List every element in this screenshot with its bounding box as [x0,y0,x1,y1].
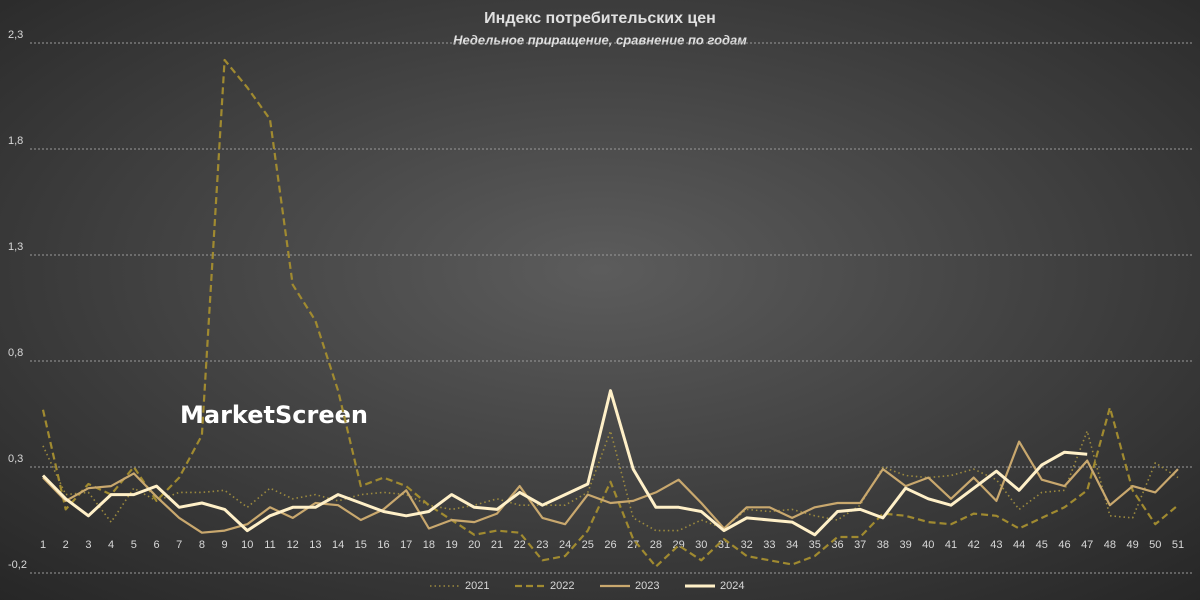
x-tick-label: 18 [423,539,435,551]
x-tick-label: 8 [199,539,205,551]
x-tick-label: 39 [899,539,911,551]
y-tick-label: -0,2 [8,559,27,571]
legend-label: 2022 [550,580,574,592]
x-tick-label: 34 [786,539,798,551]
x-tick-label: 38 [877,539,889,551]
x-tick-label: 19 [445,539,457,551]
series-line [41,58,1179,568]
chart-title: Индекс потребительских цен [484,10,716,27]
x-tick-label: 50 [1149,539,1161,551]
x-tick-label: 12 [287,539,299,551]
x-tick-label: 48 [1104,539,1116,551]
x-tick-label: 30 [695,539,707,551]
x-tick-label: 42 [968,539,980,551]
x-tick-label: 32 [741,539,753,551]
legend-label: 2024 [720,580,744,592]
x-tick-label: 40 [922,539,934,551]
x-tick-label: 25 [582,539,594,551]
y-tick-label: 0,3 [8,453,23,465]
x-tick-label: 24 [559,539,571,551]
x-tick-label: 9 [222,539,228,551]
y-tick-label: 2,3 [8,29,23,41]
x-tick-label: 11 [264,539,275,551]
y-tick-label: 1,3 [8,241,23,253]
x-tick-label: 41 [945,539,957,551]
series-line [41,389,1088,537]
watermark: MarketScreen [180,401,368,429]
x-tick-label: 13 [309,539,321,551]
x-tick-label: 21 [491,539,503,551]
chart-subtitle: Недельное приращение, сравнение по годам [453,32,747,47]
x-tick-label: 5 [131,539,137,551]
x-tick-label: 7 [176,539,182,551]
series-line [42,440,1179,534]
x-tick-label: 49 [1126,539,1138,551]
x-tick-label: 45 [1036,539,1048,551]
x-tick-label: 20 [468,539,480,551]
x-tick-label: 33 [763,539,775,551]
x-tick-label: 2 [63,539,69,551]
x-tick-label: 31 [718,539,730,551]
y-tick-label: 0,8 [8,347,23,359]
x-tick-label: 28 [650,539,662,551]
x-tick-label: 44 [1013,539,1025,551]
legend-label: 2023 [635,580,659,592]
x-tick-label: 35 [809,539,821,551]
x-tick-label: 37 [854,539,866,551]
x-tick-label: 3 [85,539,91,551]
y-tick-label: 1,8 [8,135,23,147]
x-tick-label: 51 [1172,539,1184,551]
x-tick-label: 47 [1081,539,1093,551]
legend-label: 2021 [465,580,489,592]
x-tick-label: 43 [990,539,1002,551]
x-tick-label: 1 [40,539,46,551]
x-tick-label: 36 [831,539,843,551]
x-tick-label: 14 [332,539,344,551]
x-tick-label: 16 [377,539,389,551]
x-tick-label: 23 [536,539,548,551]
x-tick-label: 10 [241,539,253,551]
x-tick-label: 6 [153,539,159,551]
x-tick-label: 26 [604,539,616,551]
x-tick-label: 46 [1058,539,1070,551]
x-tick-label: 15 [355,539,367,551]
x-tick-label: 22 [514,539,526,551]
x-tick-label: 4 [108,539,114,551]
x-tick-label: 17 [400,539,412,551]
